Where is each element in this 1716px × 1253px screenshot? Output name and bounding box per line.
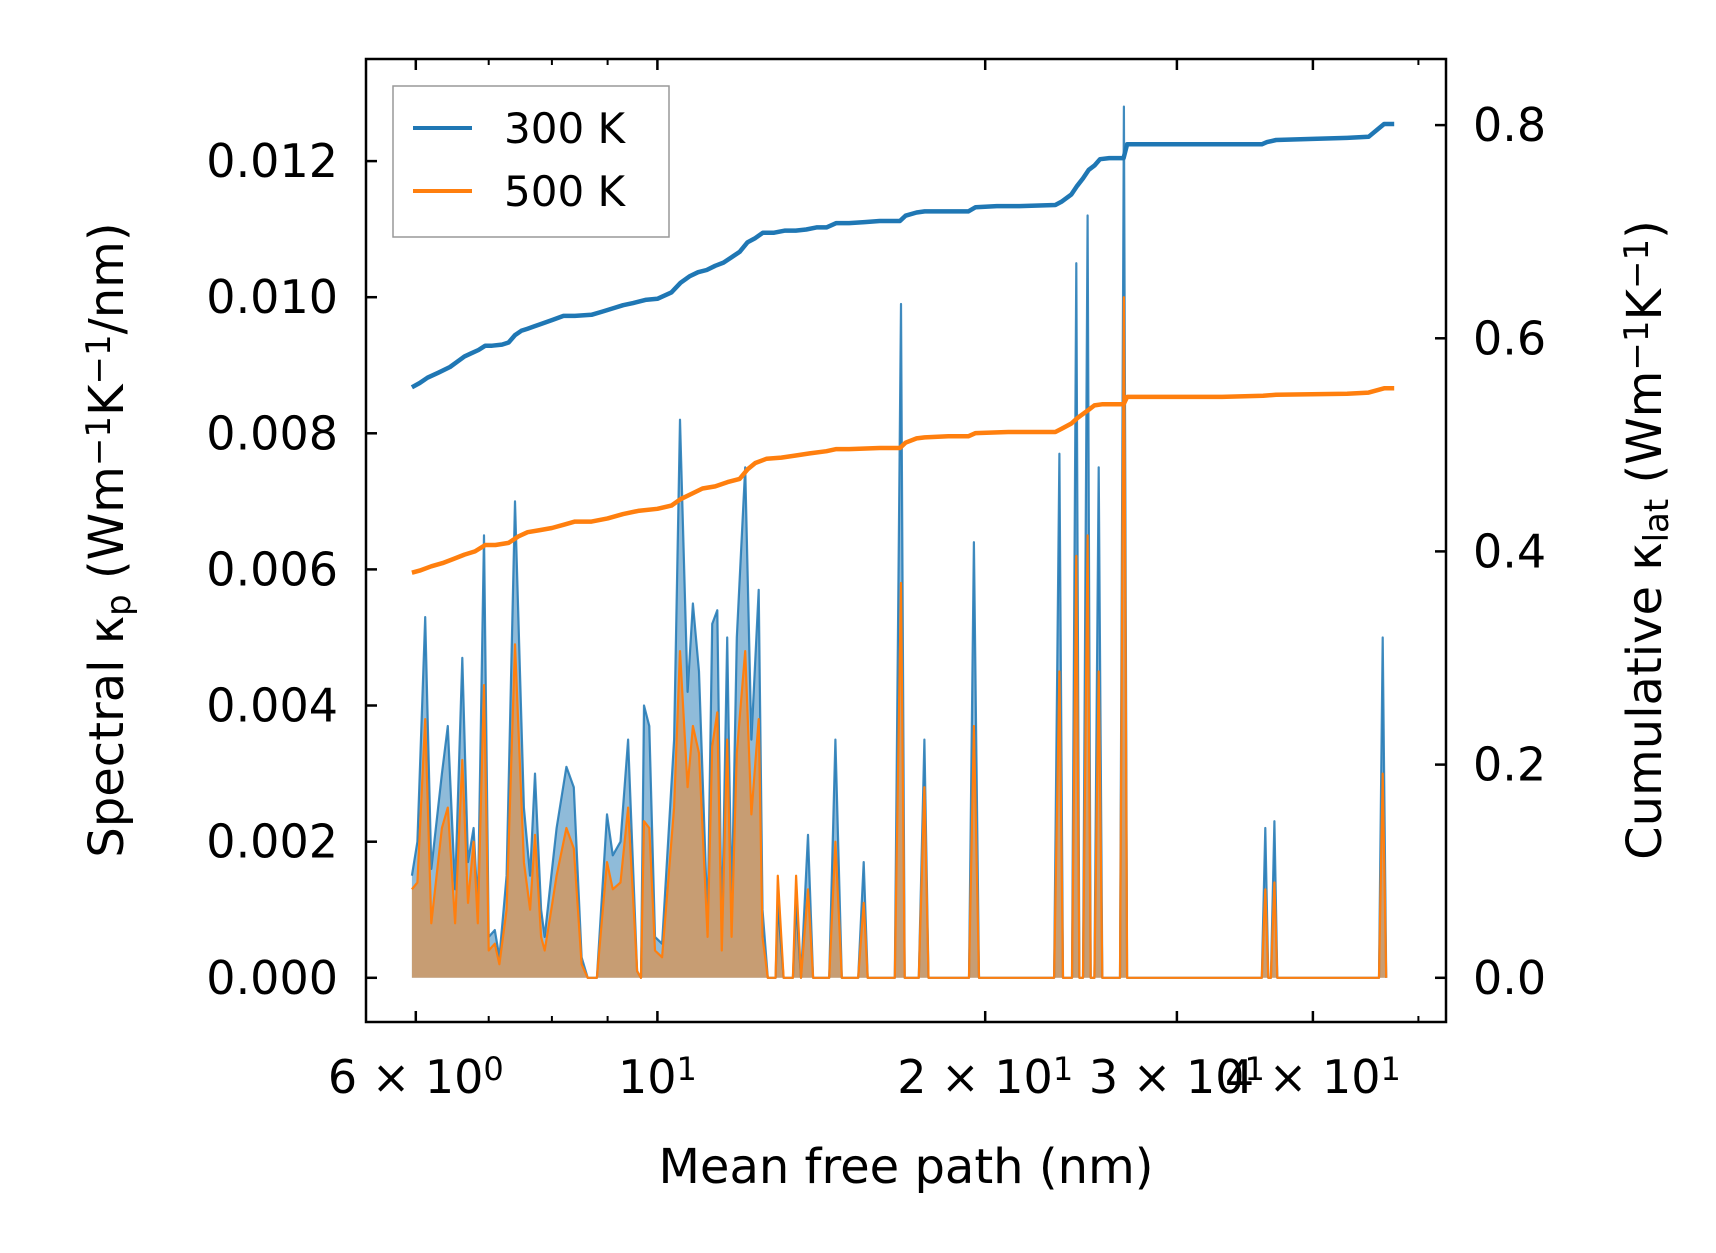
- spectral-line-500k: [411, 296, 1388, 979]
- y-left-tick-label: 0.002: [206, 815, 338, 869]
- y-right-tick-label: 0.0: [1473, 951, 1546, 1005]
- x-tick-label: 2 × 101: [897, 1050, 1073, 1104]
- legend: 300 K 500 K: [392, 85, 670, 238]
- x-tick-label: 4 × 101: [1225, 1050, 1401, 1104]
- y-right-axis-label: Cumulative κlat (Wm−1K−1): [1617, 220, 1677, 860]
- y-left-tick-label: 0.004: [206, 679, 338, 733]
- legend-label-500k: 500 K: [504, 167, 627, 216]
- y-right-tick-label: 0.6: [1473, 311, 1546, 365]
- x-tick-label: 6 × 100: [328, 1050, 504, 1104]
- spectral-lines: [410, 105, 1388, 979]
- y-left-tick-label: 0.006: [206, 542, 338, 596]
- y-right-tick-label: 0.8: [1473, 98, 1546, 152]
- legend-box: [392, 85, 670, 238]
- legend-label-300k: 300 K: [504, 104, 627, 153]
- y-right-tick-labels: 0.0 0.2 0.4 0.6 0.8: [1473, 98, 1546, 1005]
- spectral-area-500k: [411, 297, 1387, 978]
- y-left-axis-label: Spectral κp (Wm−1K−1/nm): [79, 222, 139, 857]
- y-left-tick-label: 0.010: [206, 270, 338, 324]
- x-tick-label: 101: [618, 1050, 697, 1104]
- cumulative-line-500k: [411, 386, 1395, 575]
- y-right-tick-label: 0.2: [1473, 738, 1546, 792]
- plot-frame: [364, 57, 1448, 1024]
- y-left-tick-label: 0.008: [206, 406, 338, 460]
- y-left-tick-label: 0.012: [206, 134, 338, 188]
- axis-ticks: [366, 59, 1446, 1022]
- cumulative-lines: [410, 121, 1395, 575]
- y-left-tick-labels: 0.000 0.002 0.004 0.006 0.008 0.010 0.012: [206, 134, 338, 1005]
- x-axis-label: Mean free path (nm): [659, 1139, 1154, 1195]
- y-right-tick-label: 0.4: [1473, 524, 1546, 578]
- x-tick-label: 3 × 101: [1089, 1050, 1265, 1104]
- cumulative-line-300k: [410, 121, 1395, 390]
- y-left-tick-label: 0.000: [206, 951, 338, 1005]
